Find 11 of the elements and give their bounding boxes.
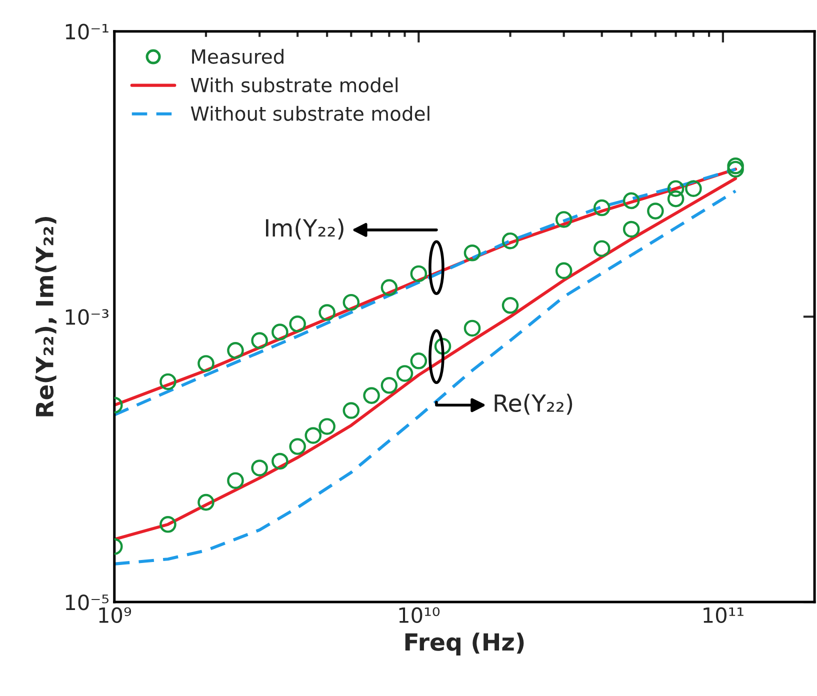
x-axis-title: Freq (Hz) <box>405 632 524 656</box>
y-tick-label: 10⁻³ <box>66 309 108 325</box>
legend-label: With substrate model <box>190 77 398 92</box>
x-tick-label: 10¹¹ <box>704 607 744 624</box>
annotation: Im(Y₂₂) <box>266 218 344 240</box>
legend-label: Measured <box>192 48 284 64</box>
x-tick-label: 10¹⁰ <box>399 607 440 624</box>
y-axis-title: Re(Y₂₂), Im(Y₂₂) <box>35 216 57 416</box>
annotation: Re(Y₂₂) <box>494 394 572 415</box>
legend-label: Without substrate model <box>190 106 430 121</box>
y-tick-label: 10⁻¹ <box>66 24 108 40</box>
